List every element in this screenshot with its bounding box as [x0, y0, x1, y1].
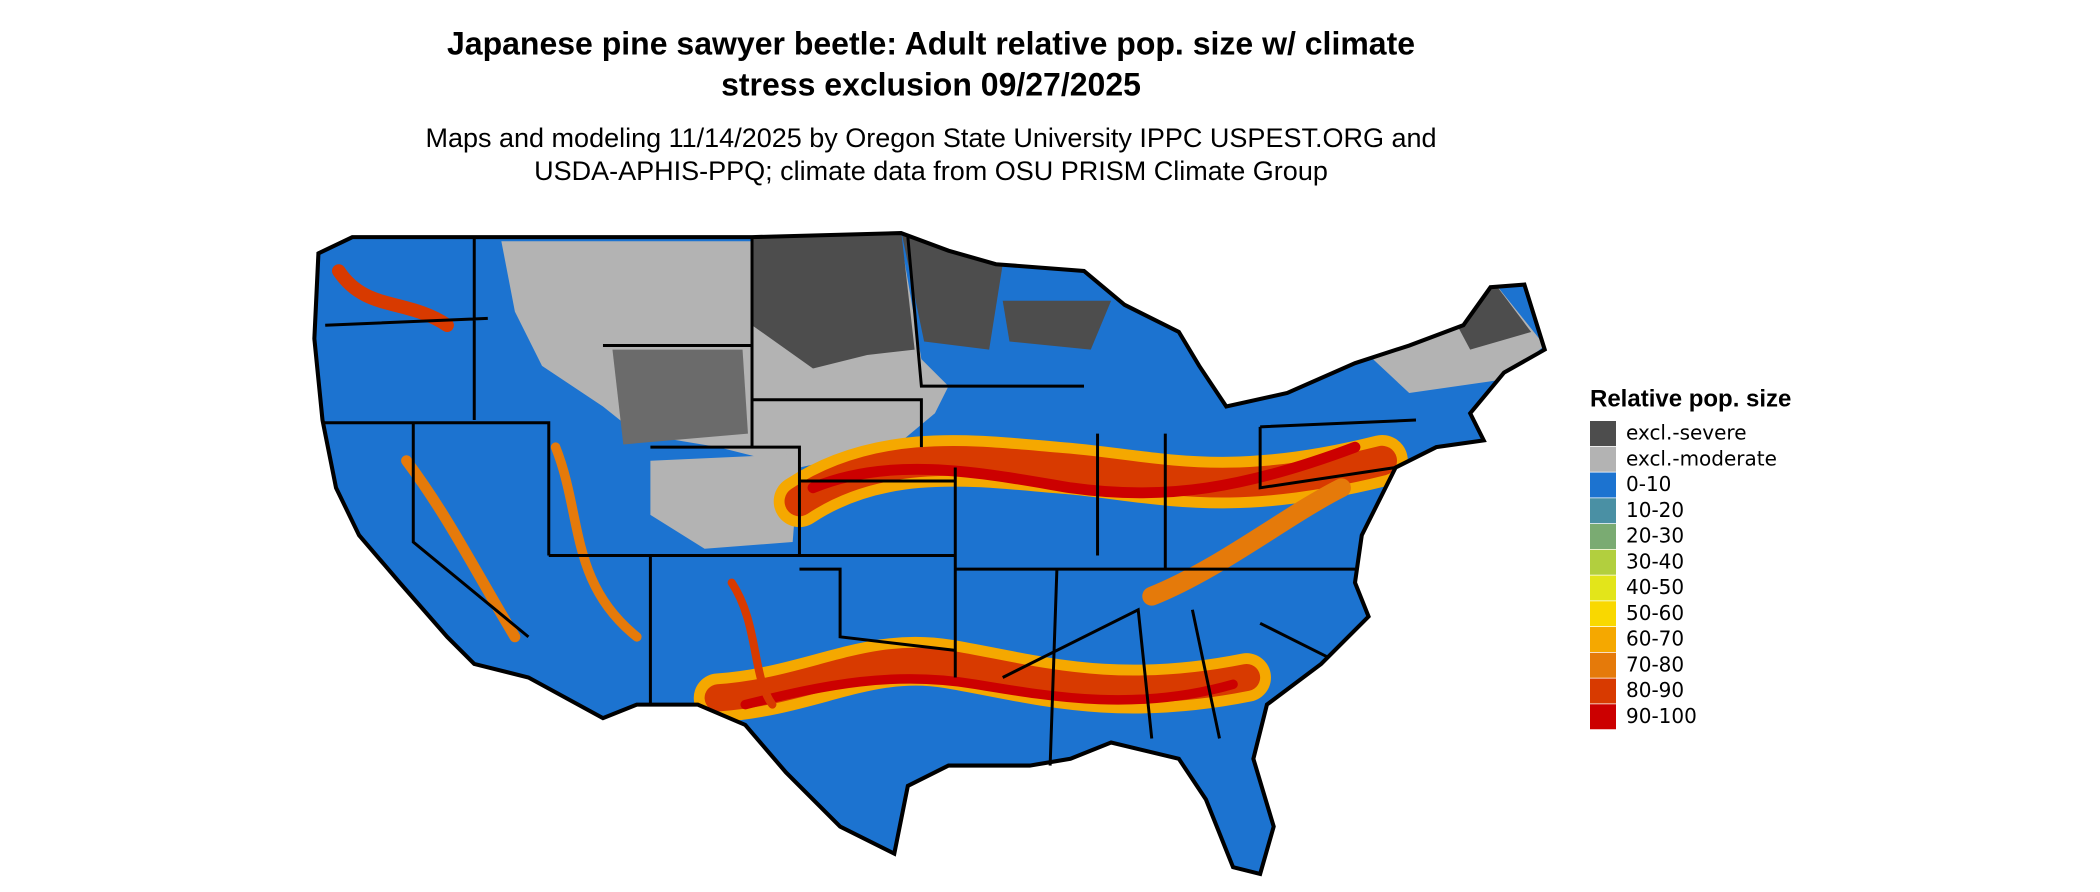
legend-swatch	[1590, 446, 1616, 472]
legend-swatch	[1590, 498, 1616, 524]
legend-swatch	[1590, 524, 1616, 549]
legend-swatch	[1590, 575, 1616, 601]
legend-label: 90-100	[1626, 704, 1697, 728]
legend-label: excl.-moderate	[1626, 446, 1777, 470]
legend-label: 0-10	[1626, 472, 1671, 496]
legend-swatch	[1590, 421, 1616, 446]
legend-label: 70-80	[1626, 652, 1684, 676]
region-severe	[752, 233, 915, 369]
legend-label: 60-70	[1626, 627, 1684, 651]
us-map	[298, 217, 1572, 892]
legend-swatch	[1590, 549, 1616, 575]
region-severe	[1002, 300, 1112, 350]
title: Japanese pine sawyer beetle: Adult relat…	[447, 25, 1415, 61]
subtitle: Maps and modeling 11/14/2025 by Oregon S…	[425, 123, 1436, 153]
region-severe	[612, 349, 748, 445]
legend-label: 30-40	[1626, 549, 1684, 573]
legend-swatch	[1590, 704, 1616, 730]
region-moderate	[650, 453, 800, 549]
legend-swatch	[1590, 601, 1616, 627]
legend-label: 20-30	[1626, 524, 1684, 548]
legend-label: excl.-severe	[1626, 421, 1747, 445]
state-borders	[322, 236, 1417, 766]
legend-swatch	[1590, 627, 1616, 652]
legend-label: 40-50	[1626, 575, 1684, 599]
legend-title: Relative pop. size	[1590, 385, 1791, 412]
legend-swatch	[1590, 472, 1616, 498]
legend: excl.-severeexcl.-moderate0-1010-2020-30…	[1590, 421, 1777, 730]
legend-label: 80-90	[1626, 678, 1684, 702]
legend-label: 50-60	[1626, 601, 1684, 625]
subtitle: USDA-APHIS-PPQ; climate data from OSU PR…	[534, 156, 1328, 186]
legend-label: 10-20	[1626, 498, 1684, 522]
legend-swatch	[1590, 678, 1616, 704]
title: stress exclusion 09/27/2025	[721, 66, 1141, 102]
legend-swatch	[1590, 652, 1616, 678]
